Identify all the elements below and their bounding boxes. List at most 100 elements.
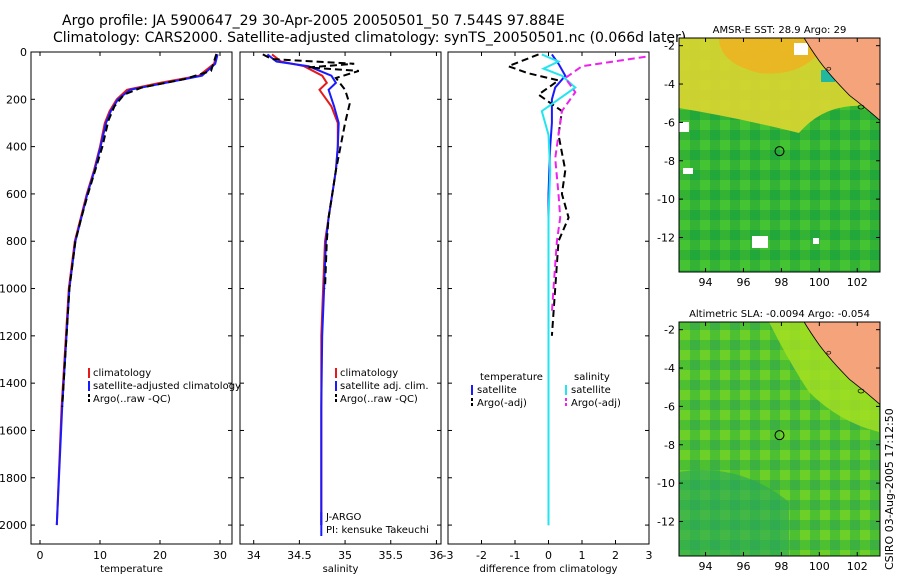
y-tick-label: 1200 [0,330,27,343]
legend-entry: Argo(..raw -QC) [340,394,418,405]
x-tick-label: 100 [809,560,830,573]
x-tick-label: 98 [774,276,788,289]
y-tick-label: -2 [664,324,675,337]
y-tick-label: 200 [6,93,27,106]
x-tick-label: 102 [847,276,868,289]
map-panel-1: 94 96 98 100 102 -2 -4 -6 -8 -10 -12 AMSR-E SST: 28… [657,25,881,289]
x-tick-label: 96 [736,560,750,573]
x-tick-label: 30 [213,549,227,562]
x-tick-label: 35.5 [379,549,404,562]
x-tick-label: 100 [809,276,830,289]
x-tick-label: 98 [774,560,788,573]
legend-entry: Argo(-adj) [477,398,527,409]
x-tick-label: 0 [545,549,552,562]
x-tick-label: 2 [612,549,619,562]
x-tick-label: 3 [646,549,653,562]
island-outline [857,388,865,394]
x-axis-label: temperature [100,564,163,575]
legend-entry: Argo(..raw -QC) [93,394,171,405]
profile-panel-1: 0 10 20 30 0 200 400 600 800 1000 1200 1400 1600 1800… [0,46,241,575]
legend-entry: satellite-adjusted climatology [93,381,241,392]
y-tick-label: 1800 [0,472,27,485]
series-line-4 [550,55,646,313]
x-tick-label: 20 [153,549,167,562]
profile-panel-3: -3 -2 -1 0 1 2 3 difference from climatology tem… [443,51,653,575]
island-outline [857,104,865,110]
y-tick-label: -6 [664,400,675,413]
y-tick-label: -10 [657,193,675,206]
argo-position-marker [774,430,785,441]
legend-entry: temperature [480,372,543,383]
y-tick-label: -6 [664,116,675,129]
island-outline [826,66,832,71]
sst-missing-cell [794,43,808,55]
plot-frame [239,51,442,545]
figure-title-line-1: Argo profile: JA 5900647_29 30-Apr-2005 … [62,13,565,29]
annotation-text: PI: kensuke Takeuchi [326,525,429,536]
legend-entry: satellite [477,385,517,396]
y-tick-label: -4 [664,78,675,91]
y-tick-label: 1000 [0,283,27,296]
x-tick-label: 96 [736,276,750,289]
x-tick-label: 35 [338,549,352,562]
map-panel-2: 94 96 98 100 102 -2 -4 -6 -8 -10 -12 Altimetric SLA… [657,309,881,573]
map-title: Altimetric SLA: -0.0094 Argo: -0.054 [689,309,870,320]
x-axis-label: salinity [323,564,359,575]
x-tick-label: -1 [510,549,521,562]
series-line-3 [540,53,577,526]
x-tick-label: 94 [699,560,713,573]
y-tick-label: 800 [6,235,27,248]
y-tick-label: -10 [657,477,675,490]
legend-entry: climatology [93,368,151,379]
y-tick-label: -4 [664,362,675,375]
y-tick-label: -8 [664,439,675,452]
x-tick-label: 34.5 [287,549,312,562]
x-tick-label: 0 [37,549,44,562]
argo-position-marker [774,146,785,157]
map-frame [678,37,881,273]
series-line-3 [262,53,360,289]
legend-entry: climatology [340,368,398,379]
side-timestamp: CSIRO 03-Aug-2005 17:12:50 [883,408,896,570]
series-line-2 [266,53,340,526]
y-tick-label: 400 [6,141,27,154]
land-mass [803,321,881,406]
sst-missing-cell [752,236,768,248]
x-tick-label: 94 [699,276,713,289]
x-tick-label: -2 [476,549,487,562]
figure-title-line-2: Climatology: CARS2000. Satellite-adjuste… [53,30,687,46]
annotation-text: J-ARGO [325,512,362,523]
sst-missing-cell [683,168,693,174]
legend-entry: satellite adj. clim. [340,381,429,392]
map-title: AMSR-E SST: 28.9 Argo: 29 [713,25,847,36]
x-tick-label: 36 [429,549,443,562]
y-tick-label: -12 [657,515,675,528]
series-line-3 [61,53,218,407]
sla-low-band [679,470,789,556]
y-tick-label: 600 [6,188,27,201]
profile-panel-2: 34 34.5 35 35.5 36 salinity climatology satelli… [239,51,443,575]
x-tick-label: 10 [93,549,107,562]
y-tick-label: 1600 [0,424,27,437]
y-tick-label: 1400 [0,377,27,390]
x-tick-label: -3 [443,549,454,562]
x-tick-label: 1 [579,549,586,562]
y-tick-label: -8 [664,155,675,168]
sst-missing-cell [813,238,819,244]
island-outline [826,350,832,355]
x-tick-label: 34 [247,549,261,562]
y-tick-label: -2 [664,40,675,53]
sst-missing-cell [679,122,689,132]
map-frame [678,321,881,557]
x-tick-label: 102 [847,560,868,573]
plot-frame [30,51,233,545]
x-axis-label: difference from climatology [480,564,618,575]
y-tick-label: 0 [20,46,27,59]
legend-entry: salinity [574,372,610,383]
legend-entry: satellite [571,385,611,396]
legend-entry: Argo(-adj) [571,398,621,409]
land-mass [803,37,881,122]
y-tick-label: -12 [657,231,675,244]
y-tick-label: 2000 [0,519,27,532]
